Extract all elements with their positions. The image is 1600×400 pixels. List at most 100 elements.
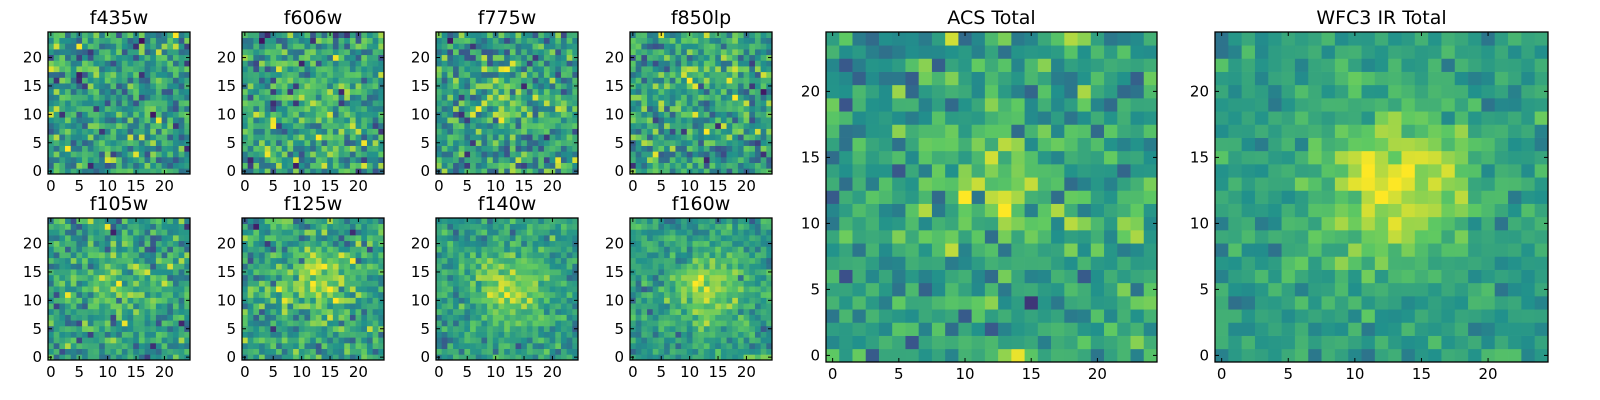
heatmap-cell [327, 156, 334, 163]
heatmap-cell [116, 280, 123, 287]
heatmap-cell [470, 32, 477, 39]
heatmap-cell [470, 314, 477, 321]
heatmap-cell [104, 320, 111, 327]
heatmap-cell [498, 320, 505, 327]
heatmap-cell [167, 156, 174, 163]
heatmap-cell [138, 297, 145, 304]
heatmap-cell [560, 274, 567, 281]
axes-frame [435, 31, 579, 175]
heatmap-cell [355, 280, 362, 287]
heatmap-cell [361, 94, 368, 101]
heatmap-cell [749, 66, 756, 73]
heatmap-cell [566, 60, 573, 67]
heatmap-cell [110, 60, 117, 67]
heatmap-cell [635, 331, 642, 338]
heatmap-cell [509, 151, 516, 158]
heatmap-cell [686, 100, 693, 107]
heatmap-cell [59, 145, 66, 152]
heatmap-cell [281, 257, 288, 264]
heatmap-cell [555, 117, 562, 124]
heatmap-cell [167, 354, 174, 361]
heatmap-cell [526, 117, 533, 124]
heatmap-cell [481, 303, 488, 310]
heatmap-cell [93, 66, 100, 73]
heatmap-cell [99, 342, 106, 349]
heatmap-cell [538, 286, 545, 293]
heatmap-cell [178, 66, 185, 73]
heatmap-cell [703, 325, 710, 332]
heatmap-cell [332, 257, 339, 264]
heatmap-cell [59, 280, 66, 287]
x-tick-label: 5 [656, 177, 666, 195]
x-tick-label: 5 [462, 363, 472, 381]
heatmap-cell [349, 43, 356, 50]
heatmap-cell [276, 297, 283, 304]
heatmap-cell [515, 139, 522, 146]
heatmap-cell [298, 246, 305, 253]
heatmap-cell [355, 229, 362, 236]
heatmap-cell [355, 60, 362, 67]
heatmap-cell [504, 134, 511, 141]
heatmap-cell [53, 252, 60, 259]
heatmap-cell [538, 134, 545, 141]
heatmap-cell [698, 105, 705, 112]
y-tick-label: 5 [226, 320, 236, 338]
heatmap-cell [93, 162, 100, 169]
heatmap-cell [378, 37, 385, 44]
heatmap-cell [470, 246, 477, 253]
heatmap-cell [664, 134, 671, 141]
heatmap-cell [178, 151, 185, 158]
heatmap-cell [647, 122, 654, 129]
heatmap-cell [378, 60, 385, 67]
heatmap-cell [470, 37, 477, 44]
heatmap-cell [253, 151, 260, 158]
heatmap-cell [754, 354, 761, 361]
heatmap-cell [361, 71, 368, 78]
heatmap-cell [332, 342, 339, 349]
heatmap-cell [121, 151, 128, 158]
heatmap-cell [709, 303, 716, 310]
heatmap-cell [310, 337, 317, 344]
heatmap-cell [264, 111, 271, 118]
heatmap-cell [366, 354, 373, 361]
heatmap-cell [104, 156, 111, 163]
heatmap-cell [253, 117, 260, 124]
heatmap-cell [652, 342, 659, 349]
heatmap-cell [458, 229, 465, 236]
heatmap-cell [378, 235, 385, 242]
heatmap-cell [635, 128, 642, 135]
heatmap-cell [754, 280, 761, 287]
heatmap-cell [304, 246, 311, 253]
heatmap-cell [743, 280, 750, 287]
heatmap-cell [549, 286, 556, 293]
heatmap-cell [504, 263, 511, 270]
heatmap-cell [560, 145, 567, 152]
heatmap-cell [703, 139, 710, 146]
heatmap-cell [743, 134, 750, 141]
heatmap-cell [293, 297, 300, 304]
heatmap-cell [526, 105, 533, 112]
heatmap-cell [276, 246, 283, 253]
heatmap-cell [630, 342, 637, 349]
heatmap-cell [138, 252, 145, 259]
heatmap-cell [121, 43, 128, 50]
heatmap-cell [247, 60, 254, 67]
heatmap-cell [447, 331, 454, 338]
heatmap-cell [321, 252, 328, 259]
heatmap-cell [82, 235, 89, 242]
heatmap-cell [293, 66, 300, 73]
heatmap-cell [242, 274, 249, 281]
heatmap-cell [264, 37, 271, 44]
heatmap-cell [150, 320, 157, 327]
heatmap-cell [167, 49, 174, 56]
heatmap-cell [110, 308, 117, 315]
heatmap-cell [59, 54, 66, 61]
heatmap-cell [121, 77, 128, 84]
heatmap-cell [754, 60, 761, 67]
heatmap-cell [253, 280, 260, 287]
heatmap-cell [560, 83, 567, 90]
heatmap-cell [270, 314, 277, 321]
heatmap-cell [487, 280, 494, 287]
heatmap-cell [754, 71, 761, 78]
heatmap-cell [560, 291, 567, 298]
